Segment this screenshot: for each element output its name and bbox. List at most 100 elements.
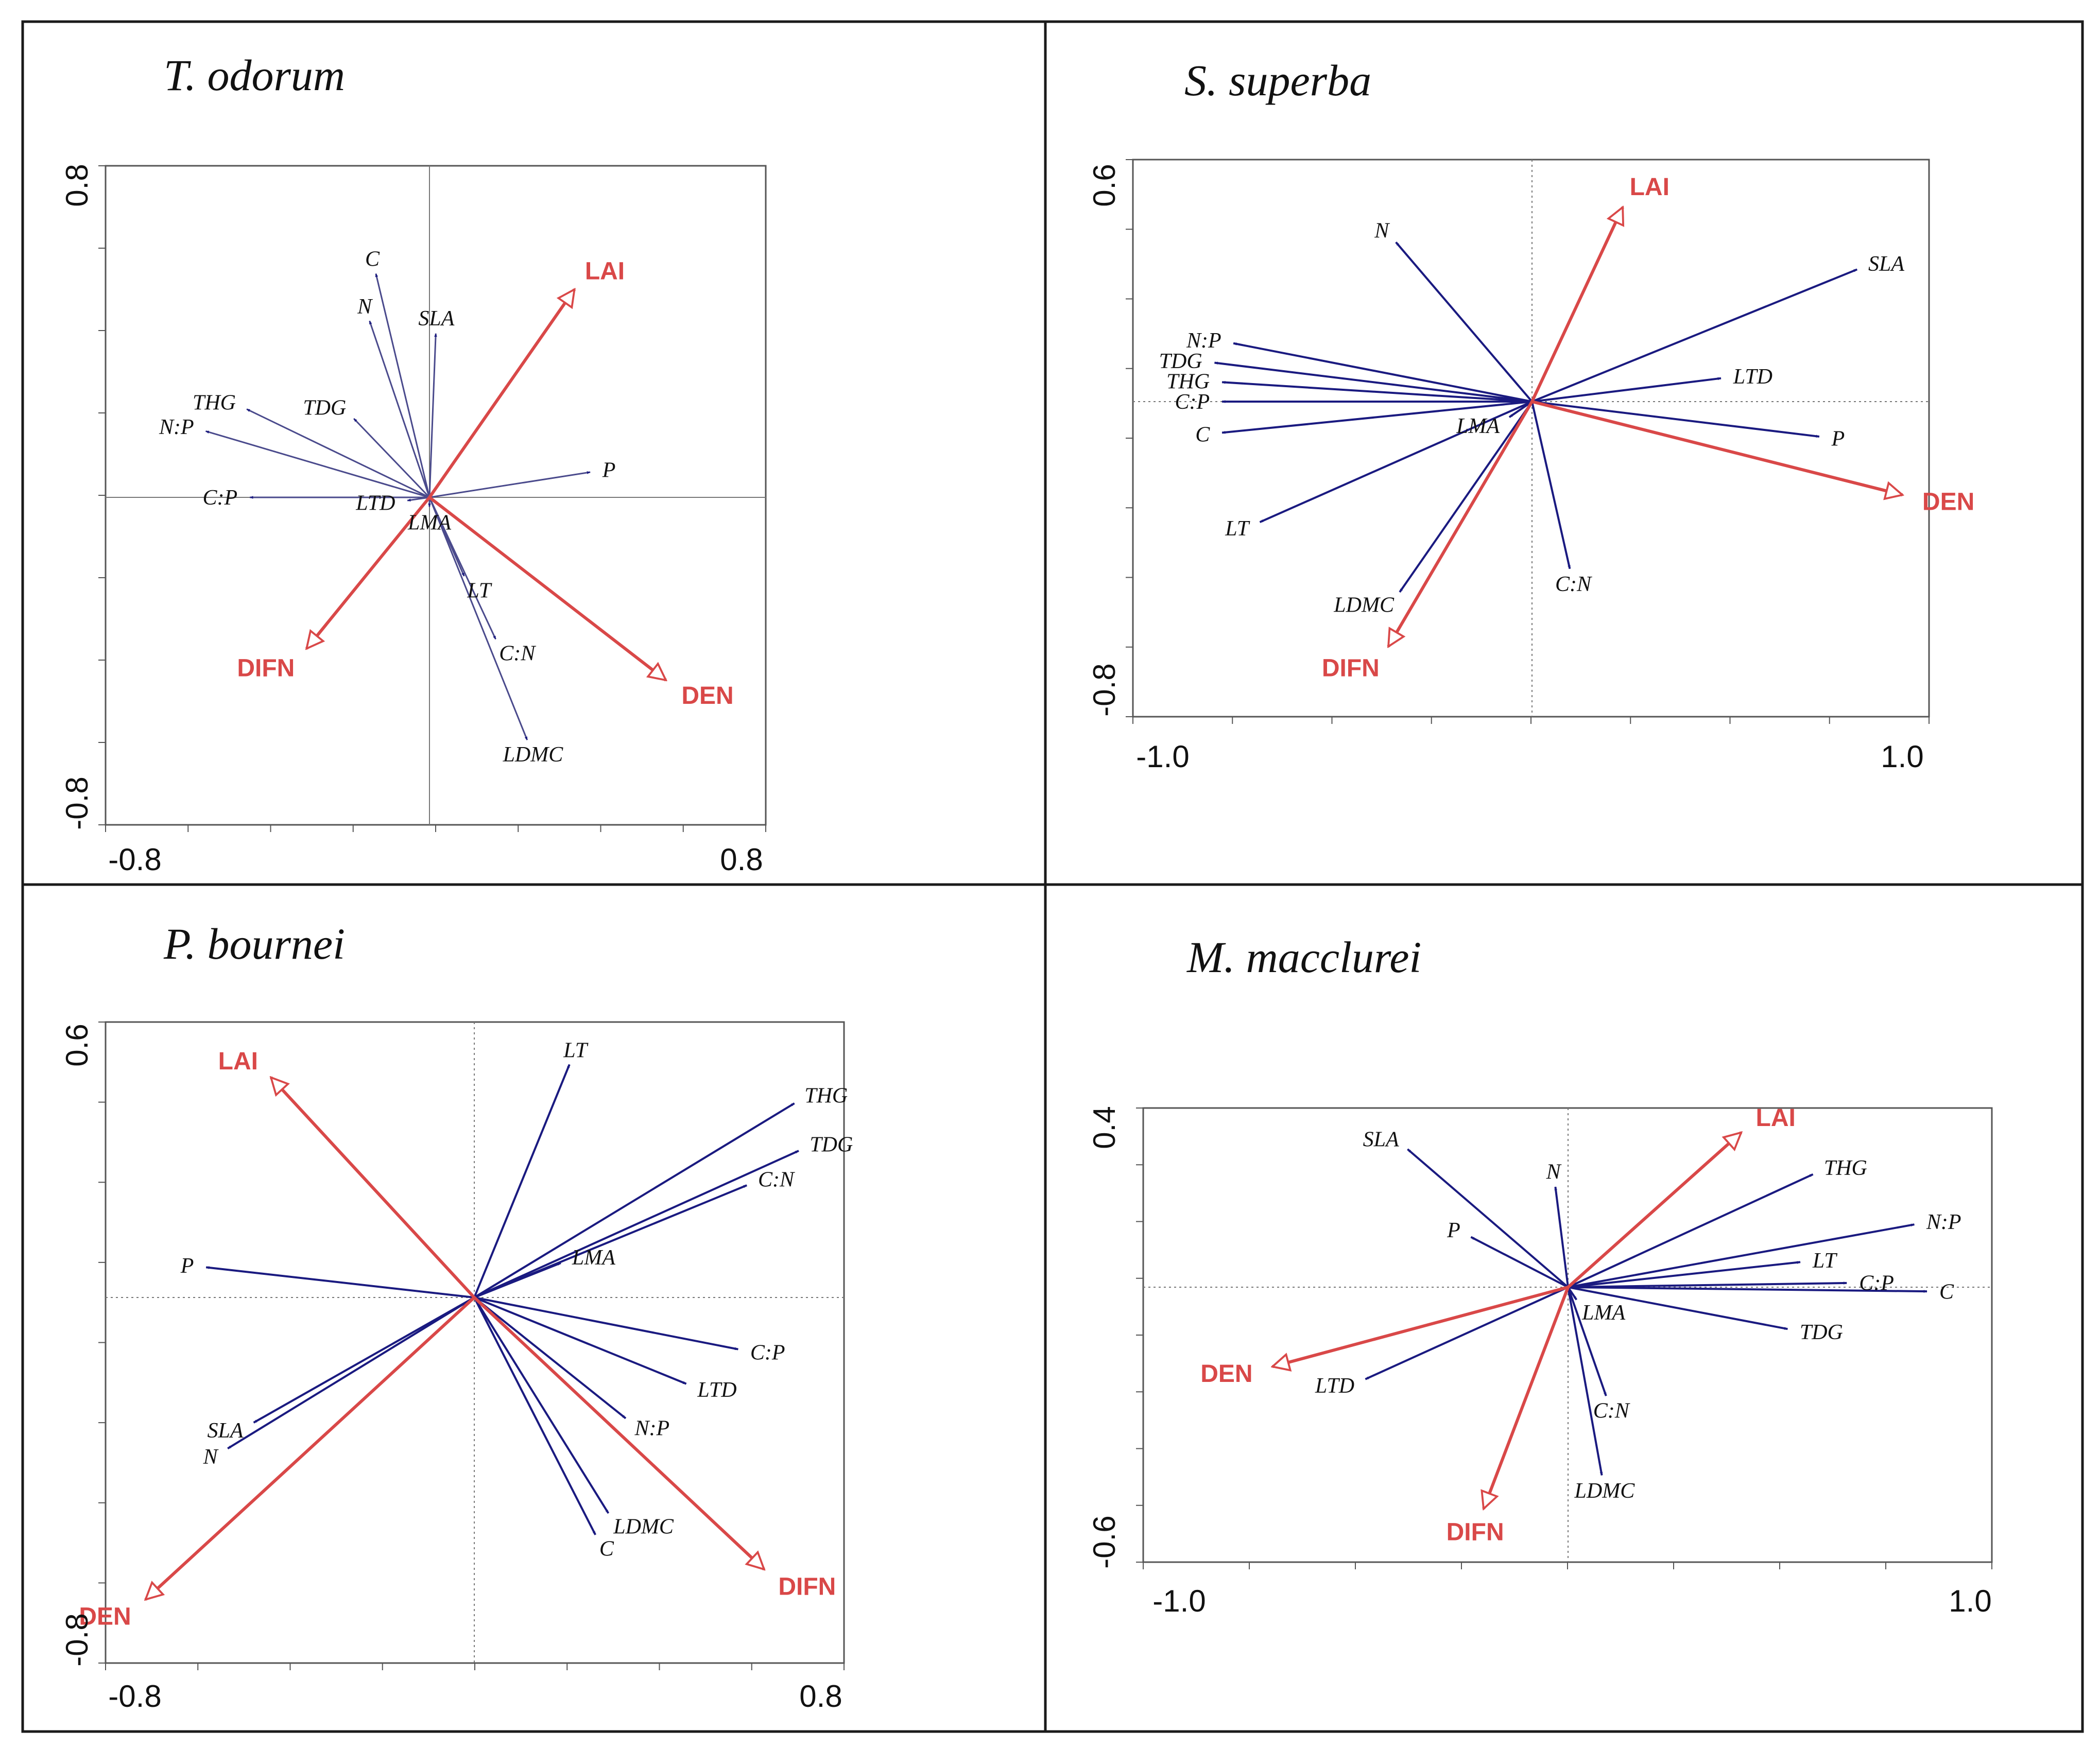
trait-label: N:P — [634, 1416, 669, 1440]
trait-label: C:P — [203, 486, 238, 510]
trait-vector-p — [205, 1266, 475, 1299]
env-label: DEN — [681, 682, 733, 709]
trait-label: LTD — [697, 1378, 736, 1402]
trait-vector-sla — [1531, 268, 1857, 403]
y-tick-max: 0.6 — [1087, 164, 1122, 206]
trait-vector-n-p — [473, 1296, 627, 1420]
x-tick-min: -0.8 — [108, 842, 161, 877]
trait-label: C — [1939, 1280, 1954, 1304]
trait-vector-tdg — [474, 1150, 799, 1299]
env-label: DEN — [79, 1603, 131, 1631]
env-vector-lai — [271, 1078, 476, 1299]
trait-label: SLA — [207, 1419, 243, 1443]
trait-vector-c — [375, 273, 431, 498]
trait-label: N — [1374, 219, 1390, 243]
trait-label: C:P — [750, 1341, 785, 1364]
trait-vector-c-n — [1567, 1287, 1607, 1396]
trait-label: N:P — [1186, 329, 1221, 353]
y-tick-min: -0.6 — [1087, 1515, 1122, 1568]
trait-vector-ltd — [1531, 377, 1722, 403]
panel-p-bournei: P. bournei LT THG TDG C:N LMA P C:P LTD N:P LDMCC… — [60, 919, 853, 1714]
env-vector-lai — [1567, 1133, 1741, 1289]
trait-label: TDG — [303, 396, 346, 420]
trait-label: C:N — [1555, 573, 1592, 596]
trait-label: C — [1195, 423, 1210, 446]
y-tick-max: 0.8 — [60, 164, 94, 206]
env-vector-difn — [473, 1296, 764, 1569]
trait-label: LMA — [407, 511, 451, 534]
panel-title: M. macclurei — [1186, 932, 1421, 982]
trait-vector-p — [429, 471, 591, 498]
trait-label: THG — [1166, 370, 1210, 393]
trait-vector-n-p — [205, 430, 430, 498]
x-tick-max: 0.8 — [720, 842, 763, 877]
trait-label: C:N — [499, 642, 536, 666]
trait-vector-ldmc — [473, 1296, 610, 1514]
panel-m-macclurei: M. macclurei SLA N P THG N:P LT C:P C TDG LMA LTD C… — [1087, 932, 1993, 1618]
env-label: LAI — [218, 1048, 258, 1075]
trait-label: LT — [563, 1039, 589, 1063]
trait-vector-ltd — [407, 496, 430, 502]
trait-vector-ldmc — [1567, 1287, 1603, 1476]
trait-label: SLA — [1868, 252, 1904, 276]
trait-label: N:P — [1926, 1210, 1961, 1234]
trait-vector-c-p — [474, 1296, 739, 1351]
env-label: DIFN — [1322, 654, 1380, 682]
x-tick-max: 0.8 — [799, 1679, 842, 1714]
y-tick-max: 0.4 — [1087, 1106, 1122, 1149]
trait-vector-tdg — [1214, 361, 1533, 403]
trait-label: C — [599, 1537, 614, 1561]
trait-vector-c — [473, 1297, 596, 1535]
panel-t-odorum: T. odorum CN SLA THG TDG N:P C:P LTD LMA P LT C:N L… — [60, 50, 767, 877]
plot-frame — [1132, 159, 1930, 718]
trait-vector-n — [1395, 241, 1533, 403]
env-vector-lai — [1530, 207, 1623, 403]
env-vector-den — [146, 1296, 476, 1600]
trait-vector-p — [1531, 401, 1820, 438]
trait-vector-c — [1221, 401, 1533, 434]
trait-vector-n — [1554, 1186, 1569, 1288]
trait-vector-ltd — [1365, 1286, 1569, 1380]
trait-vector-lt — [1259, 401, 1533, 523]
env-label: DEN — [1922, 488, 1974, 515]
trait-label: LMA — [1581, 1301, 1625, 1325]
env-vector-difn — [1484, 1286, 1570, 1509]
trait-label: LTD — [1733, 365, 1772, 389]
trait-label: LDMC — [1574, 1479, 1636, 1503]
trait-vector-n-p — [1233, 342, 1533, 403]
x-tick-min: -1.0 — [1136, 739, 1189, 774]
trait-vector-ldmc — [1399, 401, 1533, 593]
trait-vector-ltd — [474, 1296, 687, 1385]
env-label: LAI — [1756, 1104, 1796, 1132]
trait-vector-c-p — [1568, 1282, 1847, 1288]
trait-vector-lma — [474, 1262, 561, 1299]
trait-label: TDG — [810, 1133, 853, 1157]
trait-label: LTD — [1315, 1374, 1354, 1398]
trait-label: LMA — [1456, 414, 1500, 438]
trait-label: P — [1447, 1219, 1460, 1242]
trait-label: LT — [467, 579, 492, 602]
trait-label: LT — [1812, 1249, 1838, 1273]
y-tick-min: -0.8 — [60, 1613, 94, 1666]
trait-vector-sla — [1407, 1148, 1569, 1288]
env-label: LAI — [1630, 174, 1669, 201]
env-vector-lai — [428, 289, 576, 498]
trait-label: THG — [804, 1084, 848, 1107]
trait-vector-tdg — [1568, 1286, 1788, 1330]
trait-vector-sla — [428, 333, 437, 498]
trait-label: N — [203, 1445, 219, 1469]
trait-label: LT — [1225, 517, 1250, 541]
trait-label: C:N — [1593, 1399, 1630, 1423]
trait-vector-thg — [473, 1102, 795, 1299]
trait-vector-c — [1568, 1286, 1927, 1293]
trait-vector-n — [369, 320, 431, 498]
env-vector-den — [1272, 1286, 1569, 1366]
trait-label: C:P — [1859, 1271, 1894, 1295]
trait-label: P — [602, 458, 616, 482]
trait-vector-ldmc — [428, 497, 528, 740]
x-tick-min: -1.0 — [1152, 1584, 1206, 1618]
trait-label: SLA — [1363, 1128, 1399, 1151]
trait-vector-lt — [1568, 1261, 1801, 1288]
panel-title: T. odorum — [164, 50, 345, 100]
